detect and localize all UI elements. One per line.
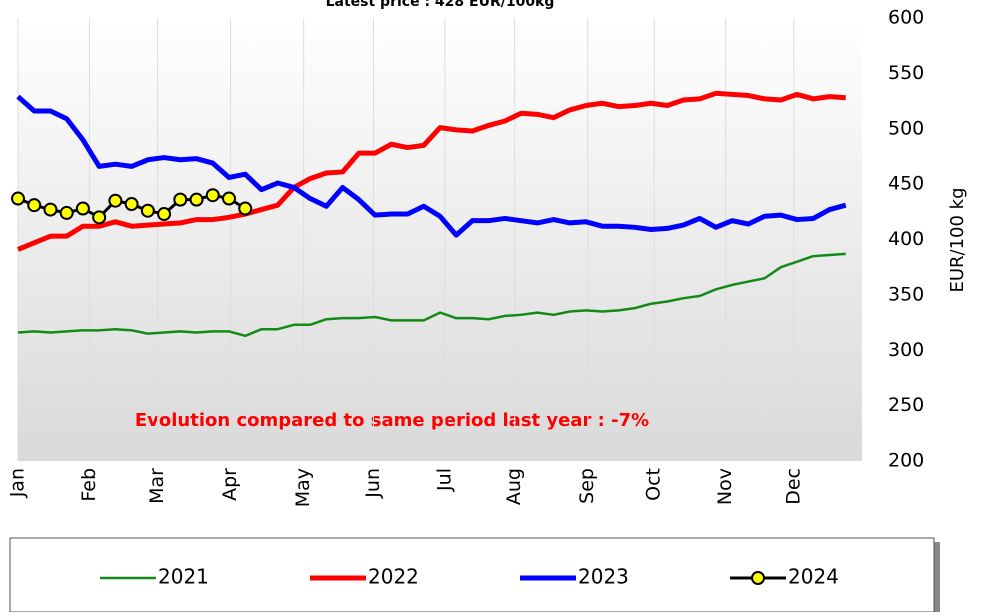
marker (124, 197, 139, 212)
y-tick-label: 200 (888, 450, 924, 472)
legend-label: 2023 (578, 565, 629, 589)
x-tick-label: Mar (146, 468, 168, 504)
marker (43, 202, 58, 217)
x-tick-label: Dec (782, 468, 804, 505)
marker (108, 193, 123, 208)
marker (157, 207, 172, 222)
marker (205, 188, 220, 203)
chart-title: Latest price : 428 EUR/100kg (326, 0, 555, 10)
marker (75, 201, 90, 216)
x-tick-label: Jun (362, 468, 384, 499)
series-line (17, 90, 846, 252)
y-tick-label: 550 (888, 62, 924, 84)
marker (27, 198, 42, 213)
y-axis-label: EUR/100 kg (947, 187, 968, 292)
marker (222, 191, 236, 206)
x-tick-label: Jul (433, 468, 455, 492)
series-line (16, 94, 847, 238)
annotation: Evolution compared to same period last y… (135, 410, 649, 431)
legend-label: 2022 (368, 565, 419, 589)
legend-label: 2021 (158, 565, 209, 589)
x-tick-label: Nov (714, 468, 736, 505)
legend-marker (751, 571, 765, 585)
y-tick-label: 400 (888, 228, 924, 250)
y-tick-label: 500 (888, 117, 924, 139)
y-tick-label: 300 (888, 339, 924, 361)
x-tick-label: Feb (78, 468, 100, 502)
marker (238, 201, 253, 216)
x-tick-label: Aug (503, 468, 525, 505)
x-tick-label: Oct (643, 468, 665, 501)
y-tick-label: 250 (888, 394, 924, 416)
y-tick-label: 350 (888, 283, 924, 305)
marker (189, 192, 204, 207)
marker (173, 192, 188, 207)
marker (140, 203, 155, 218)
marker (92, 210, 107, 225)
x-tick-label: Apr (219, 468, 241, 501)
y-tick-label: 600 (888, 7, 924, 29)
x-tick-label: May (292, 468, 314, 507)
marker (59, 205, 74, 220)
plot-area (18, 18, 862, 461)
legend-label: 2024 (788, 565, 839, 589)
x-tick-label: Jan (7, 468, 29, 498)
y-tick-label: 450 (888, 173, 924, 195)
x-tick-label: Sep (576, 468, 598, 504)
legend-box (9, 537, 935, 613)
marker (11, 191, 25, 206)
series-line (17, 252, 846, 338)
